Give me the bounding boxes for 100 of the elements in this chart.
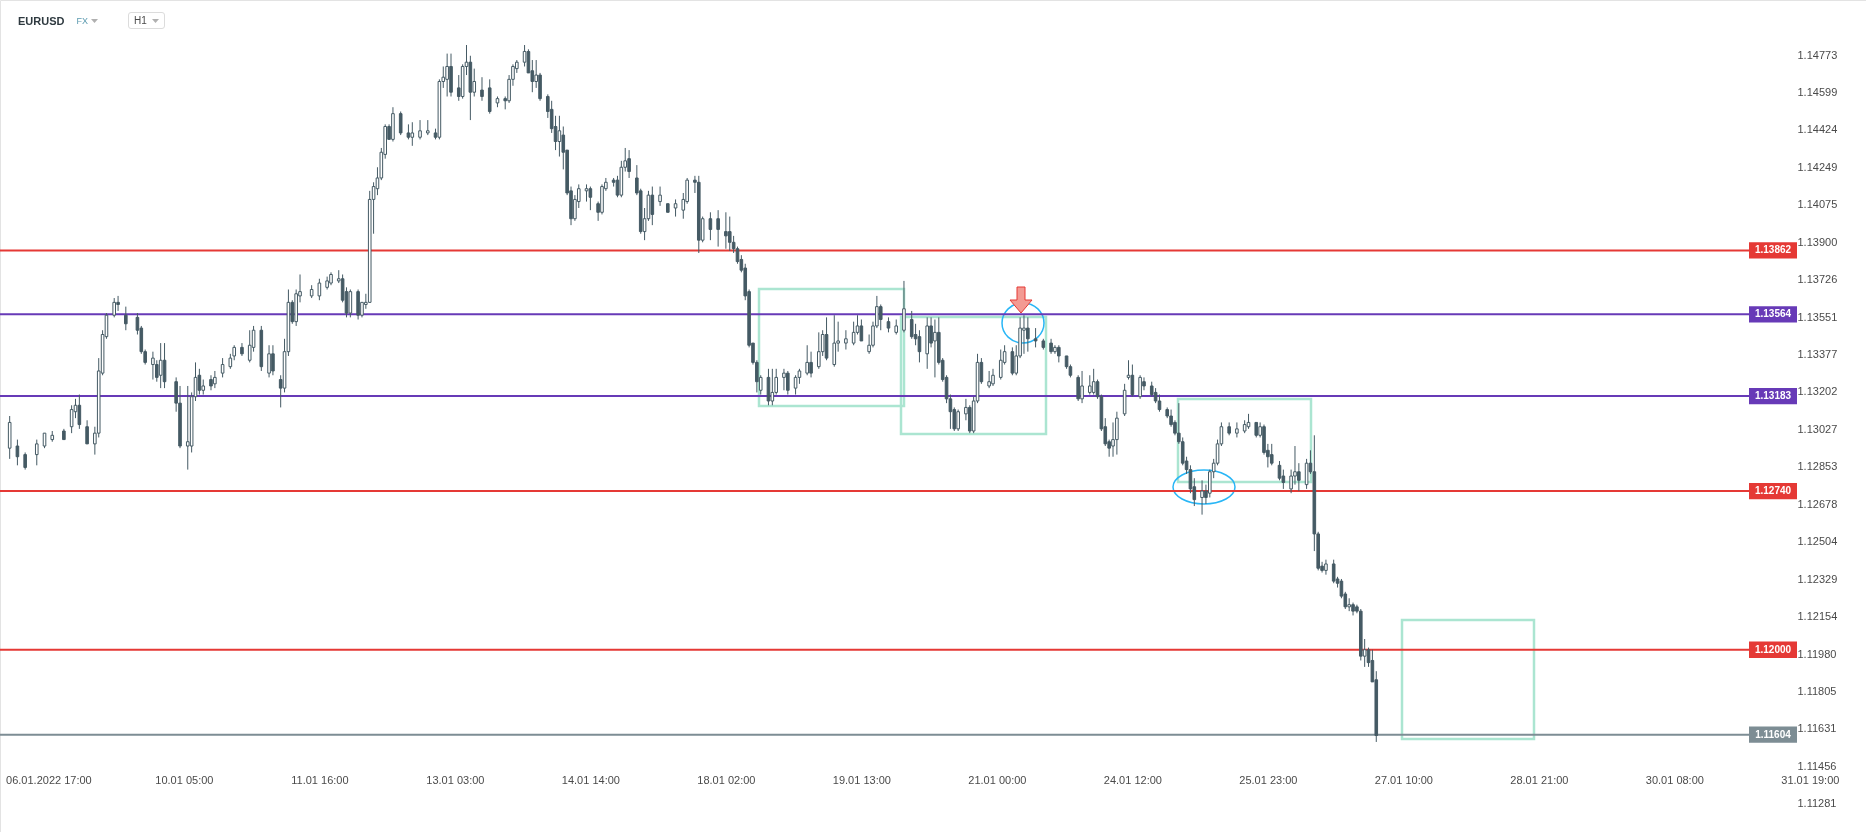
candlestick [1269, 443, 1274, 466]
candlestick [34, 439, 39, 466]
candlestick [832, 314, 837, 368]
y-tick-label: 1.13551 [1797, 310, 1838, 323]
candlestick [418, 119, 422, 140]
candlestick [124, 306, 128, 331]
y-tick-label: 1.12329 [1797, 572, 1838, 585]
candlestick [1091, 368, 1096, 396]
candlestick [480, 76, 484, 102]
candlestick [213, 370, 217, 389]
y-tick-label: 1.11631 [1797, 722, 1837, 735]
candlestick [878, 303, 883, 331]
y-tick-label: 1.12154 [1797, 610, 1838, 623]
candlestick [708, 211, 713, 241]
x-tick-label: 14.01 14:00 [561, 773, 620, 786]
candlestick [1080, 370, 1084, 404]
candlestick [956, 409, 960, 432]
candlestick [1138, 374, 1142, 400]
text: EURUSD [18, 14, 65, 27]
x-tick-label: 13.01 03:00 [426, 773, 485, 786]
x-tick-label: 28.01 21:00 [1510, 773, 1569, 786]
ref-line-label: 1.12000 [1754, 643, 1792, 655]
candlestick [209, 374, 213, 391]
ref-line-label: 1.11604 [1755, 728, 1792, 740]
candlestick [1010, 346, 1015, 376]
y-tick-label: 1.13726 [1797, 273, 1838, 286]
candlestick [902, 280, 906, 333]
candlestick [1026, 316, 1030, 353]
x-tick-label: 27.01 10:00 [1374, 773, 1433, 786]
candlestick [1087, 374, 1092, 396]
candlestick [267, 344, 271, 378]
candlestick [816, 331, 821, 370]
candlestick [271, 344, 275, 376]
candlestick [786, 370, 790, 396]
x-tick-label: 31.01 19:00 [1781, 773, 1840, 786]
candlestick [809, 351, 813, 378]
candlestick [650, 186, 655, 226]
candlestick [770, 368, 775, 406]
candlestick [112, 297, 117, 318]
candlestick [185, 385, 190, 471]
ref-line-label: 1.12740 [1754, 485, 1792, 497]
candlestick [998, 349, 1003, 381]
x-tick-label: 11.01 16:00 [291, 773, 349, 786]
candlestick [859, 319, 864, 342]
y-tick-label: 1.11805 [1797, 685, 1837, 698]
candlestick [1022, 314, 1026, 355]
candlestick [410, 121, 415, 147]
y-tick-label: 1.13202 [1797, 385, 1838, 398]
candlestick [487, 78, 492, 115]
x-tick-label: 30.01 08:00 [1645, 773, 1704, 786]
y-tick-label: 1.13377 [1797, 347, 1838, 360]
candlestick [1115, 411, 1119, 456]
candlestick [356, 288, 360, 321]
y-tick-label: 1.11456 [1797, 759, 1837, 772]
y-tick-label: 1.13900 [1797, 235, 1838, 248]
ref-line-label: 1.13183 [1754, 390, 1792, 402]
candlestick [348, 288, 353, 318]
x-tick-label: 24.01 12:00 [1103, 773, 1162, 786]
x-tick-label: 18.01 02:00 [697, 773, 756, 786]
ref-line-label: 1.13564 [1754, 308, 1792, 320]
candlestick [220, 357, 225, 378]
y-tick-label: 1.12853 [1797, 460, 1838, 473]
y-tick-label: 1.14424 [1797, 123, 1838, 136]
candlestick [933, 319, 937, 378]
candlestick [557, 115, 562, 158]
candlestick [991, 368, 995, 387]
candlestick [116, 295, 120, 312]
candlestick [77, 394, 82, 430]
candlestick [1130, 364, 1135, 398]
candlestick [1122, 383, 1127, 417]
candlestick [805, 344, 809, 376]
annotation: H1 [133, 15, 147, 26]
candlestick [151, 351, 155, 381]
ref-line-label: 1.13862 [1754, 244, 1792, 256]
candlestick [658, 186, 662, 207]
x-tick-label: 21.01 00:00 [968, 773, 1027, 786]
x-tick-label: 19.01 13:00 [832, 773, 891, 786]
y-tick-label: 1.14599 [1797, 85, 1838, 98]
candlestick [1033, 327, 1038, 348]
candlestick [15, 439, 20, 466]
candlestick [724, 211, 728, 250]
y-tick-label: 1.12504 [1797, 535, 1838, 548]
y-tick-label: 1.11281 [1797, 797, 1837, 810]
x-tick-label: 10.01 05:00 [155, 773, 214, 786]
candlestick [247, 329, 252, 363]
candlestick [445, 53, 449, 97]
candlestick [627, 149, 631, 179]
candlestick [398, 111, 403, 136]
candlestick [1235, 421, 1239, 438]
text: FX [76, 15, 88, 26]
candlestick [782, 368, 786, 391]
candlestick [844, 329, 848, 351]
y-tick-label: 1.14075 [1797, 198, 1838, 211]
y-tick-label: 1.11980 [1797, 647, 1837, 660]
candlestick [716, 209, 720, 248]
candlestick [588, 186, 593, 211]
candlestick [85, 419, 89, 445]
y-tick-label: 1.14773 [1797, 48, 1838, 61]
y-tick-label: 1.12678 [1797, 497, 1838, 510]
candlestick [727, 216, 732, 252]
